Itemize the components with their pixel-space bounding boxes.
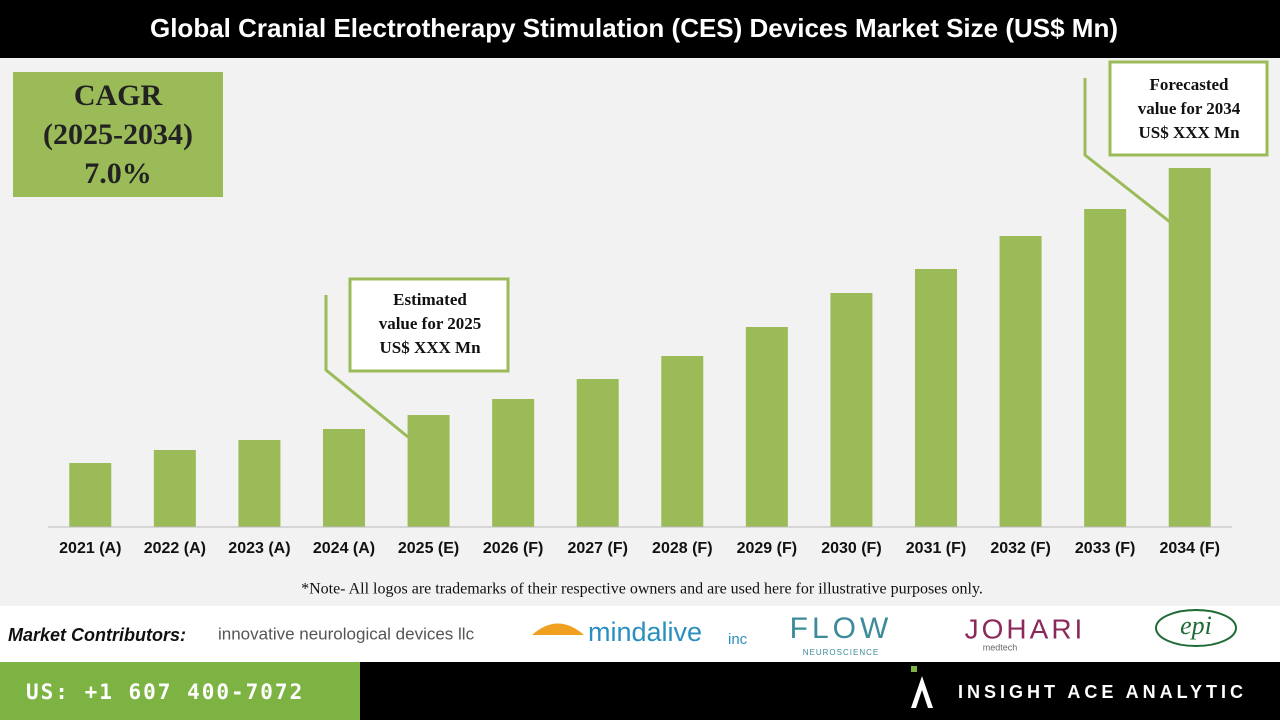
- x-tick-label: 2021 (A): [59, 540, 121, 557]
- logo: epi: [1180, 611, 1212, 640]
- footer-brand-bg: [360, 662, 1280, 720]
- cagr-box: [13, 72, 223, 197]
- logo: medtech: [983, 642, 1018, 652]
- logo: mindalive: [588, 617, 702, 647]
- footer-phone-bg: [0, 662, 360, 720]
- bar: [69, 463, 112, 527]
- callout-text: Forecasted: [1150, 75, 1230, 94]
- bar: [661, 356, 704, 527]
- contributors-label: Market Contributors:: [8, 625, 186, 645]
- callout-box: [1108, 60, 1269, 157]
- logo: JOHARI: [965, 613, 1086, 644]
- x-tick-label: 2023 (A): [228, 540, 290, 557]
- callout-text: US$ XXX Mn: [1138, 123, 1240, 142]
- bar: [407, 415, 450, 527]
- callout-box: [348, 277, 510, 373]
- logo: innovative neurological devices llc: [218, 624, 475, 643]
- bar: [915, 269, 957, 527]
- x-tick-label: 2024 (A): [313, 540, 375, 557]
- title-bar: [0, 0, 1280, 58]
- x-tick-label: 2029 (F): [737, 540, 797, 557]
- logo: inc: [728, 631, 748, 648]
- bar: [1168, 168, 1211, 527]
- x-tick-label: 2027 (F): [567, 540, 627, 557]
- logo: NEUROSCIENCE: [803, 648, 879, 657]
- bar: [238, 440, 281, 527]
- chart-title: Global Cranial Electrotherapy Stimulatio…: [150, 13, 1118, 43]
- callout-text: value for 2025: [379, 314, 482, 333]
- x-tick-label: 2032 (F): [990, 540, 1050, 557]
- brand-icon: [911, 676, 933, 708]
- callout-line: [1083, 78, 1171, 224]
- x-tick-label: 2028 (F): [652, 540, 712, 557]
- brand-icon: [911, 666, 917, 672]
- callout-line: [324, 295, 409, 439]
- bar: [576, 379, 619, 527]
- x-tick-label: 2025 (E): [398, 540, 459, 557]
- bar: [745, 327, 788, 527]
- cagr-text: 7.0%: [84, 157, 152, 190]
- bar: [153, 450, 196, 527]
- x-tick-label: 2033 (F): [1075, 540, 1135, 557]
- x-tick-label: 2031 (F): [906, 540, 966, 557]
- callout-text: US$ XXX Mn: [379, 338, 481, 357]
- footer-brand: INSIGHT ACE ANALYTIC: [958, 682, 1247, 702]
- logo: FLOW: [790, 612, 893, 645]
- bar: [999, 236, 1042, 527]
- logo-icon: [532, 623, 584, 635]
- x-tick-label: 2022 (A): [144, 540, 206, 557]
- bar: [1084, 209, 1127, 527]
- callout-text: Estimated: [393, 290, 467, 309]
- callout-text: value for 2034: [1138, 99, 1241, 118]
- cagr-text: CAGR: [74, 79, 163, 112]
- bar: [830, 293, 873, 527]
- x-tick-label: 2030 (F): [821, 540, 881, 557]
- bar: [492, 399, 535, 527]
- bar: [323, 429, 365, 527]
- note: *Note- All logos are trademarks of their…: [301, 581, 983, 598]
- cagr-text: (2025-2034): [43, 118, 193, 151]
- x-tick-label: 2026 (F): [483, 540, 543, 557]
- contributors-strip: [0, 606, 1280, 662]
- logo-icon: [1155, 609, 1237, 647]
- x-tick-label: 2034 (F): [1159, 540, 1219, 557]
- footer-phone: US: +1 607 400-7072: [26, 680, 304, 704]
